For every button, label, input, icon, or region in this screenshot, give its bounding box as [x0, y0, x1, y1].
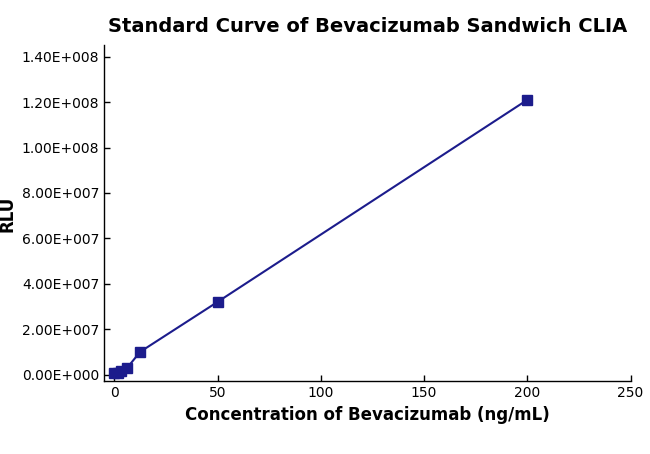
X-axis label: Concentration of Bevacizumab (ng/mL): Concentration of Bevacizumab (ng/mL) [185, 406, 550, 424]
Y-axis label: RLU: RLU [0, 195, 16, 232]
Title: Standard Curve of Bevacizumab Sandwich CLIA: Standard Curve of Bevacizumab Sandwich C… [108, 16, 627, 35]
